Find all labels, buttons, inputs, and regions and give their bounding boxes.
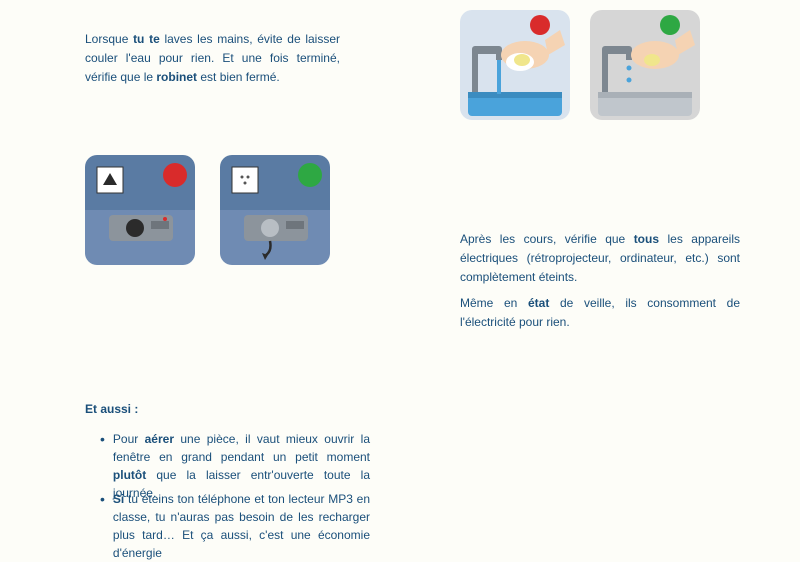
- text: tous: [634, 232, 659, 246]
- heading-et-aussi: Et aussi :: [85, 400, 138, 419]
- indicator-red-icon: [163, 163, 187, 187]
- bullet-dot-icon: •: [100, 490, 105, 562]
- text: est bien fermé.: [197, 70, 280, 84]
- illustration-handwash-good: [590, 10, 700, 120]
- text: état: [528, 296, 549, 310]
- paragraph-handwashing: Lorsque tu te laves les mains, évite de …: [85, 30, 340, 88]
- text: Même en: [460, 296, 528, 310]
- indicator-green-icon: [660, 15, 680, 35]
- text: aérer: [145, 432, 174, 446]
- text: robinet: [156, 70, 197, 84]
- text: plutôt: [113, 468, 146, 482]
- indicator-green-icon: [298, 163, 322, 187]
- text: Lorsque: [85, 32, 133, 46]
- illustration-device-off: [220, 155, 330, 265]
- text: Pour: [113, 432, 145, 446]
- illustration-handwash-bad: [460, 10, 570, 120]
- illustration-device-on: [85, 155, 195, 265]
- text: tu te: [133, 32, 160, 46]
- bullet-item: • Si tu éteins ton téléphone et ton lect…: [100, 490, 370, 562]
- paragraph-devices: Après les cours, vérifie que tous les ap…: [460, 230, 740, 332]
- text: Après les cours, vérifie que: [460, 232, 634, 246]
- indicator-red-icon: [530, 15, 550, 35]
- text: Si: [113, 492, 124, 506]
